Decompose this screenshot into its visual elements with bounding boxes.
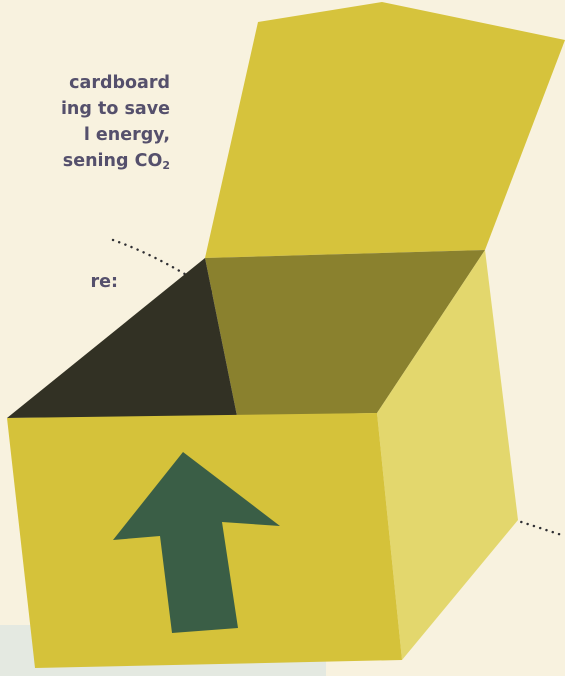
dotted-connector-right (513, 518, 565, 538)
intro-text: cardboard ing to save l energy, sening C… (0, 70, 170, 174)
box-inside-back (205, 250, 485, 416)
co2-subscript: 2 (162, 159, 170, 172)
intro-line-4: sening CO2 (0, 148, 170, 174)
box-lid (205, 2, 565, 258)
intro-line-3: l energy, (83, 125, 170, 145)
box-inside-dark (7, 258, 237, 418)
up-arrow-icon (113, 452, 280, 633)
box-side (377, 250, 518, 660)
intro-line-1: cardboard (69, 73, 170, 93)
intro-line-2: ing to save (60, 99, 170, 119)
side-label: re: (90, 272, 119, 292)
co2-text: sening CO (62, 151, 163, 171)
